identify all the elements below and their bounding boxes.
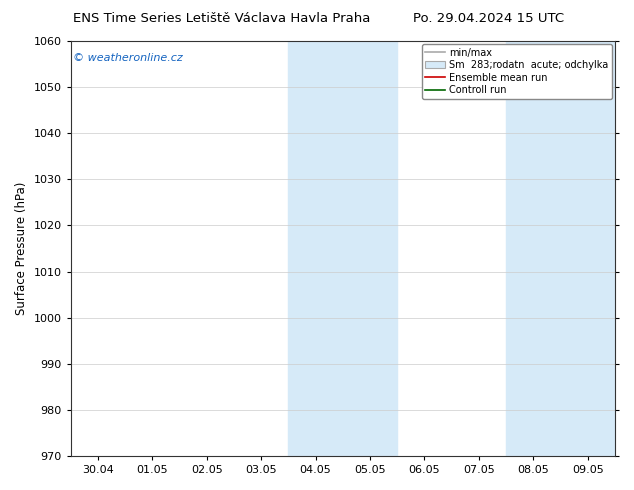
Text: ENS Time Series Letiště Václava Havla Praha: ENS Time Series Letiště Václava Havla Pr… — [73, 12, 371, 25]
Bar — [288, 41, 397, 456]
Text: © weatheronline.cz: © weatheronline.cz — [74, 53, 183, 64]
Y-axis label: Surface Pressure (hPa): Surface Pressure (hPa) — [15, 182, 28, 315]
Text: Po. 29.04.2024 15 UTC: Po. 29.04.2024 15 UTC — [413, 12, 564, 25]
Bar — [506, 41, 615, 456]
Legend: min/max, Sm  283;rodatn  acute; odchylka, Ensemble mean run, Controll run: min/max, Sm 283;rodatn acute; odchylka, … — [422, 44, 612, 99]
